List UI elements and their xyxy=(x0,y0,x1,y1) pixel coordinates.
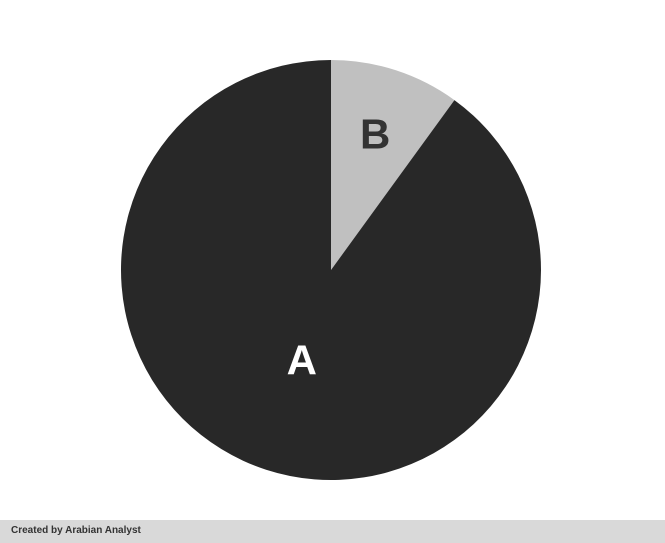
footer-bar: Created by Arabian Analyst xyxy=(0,520,665,543)
pie-slice-a xyxy=(120,60,541,480)
pie-label-b: B xyxy=(360,111,390,158)
footer-credit: Created by Arabian Analyst xyxy=(11,525,141,536)
pie-chart: BA xyxy=(120,60,541,480)
pie-label-a: A xyxy=(287,336,317,383)
pie-slice-b xyxy=(331,60,455,270)
